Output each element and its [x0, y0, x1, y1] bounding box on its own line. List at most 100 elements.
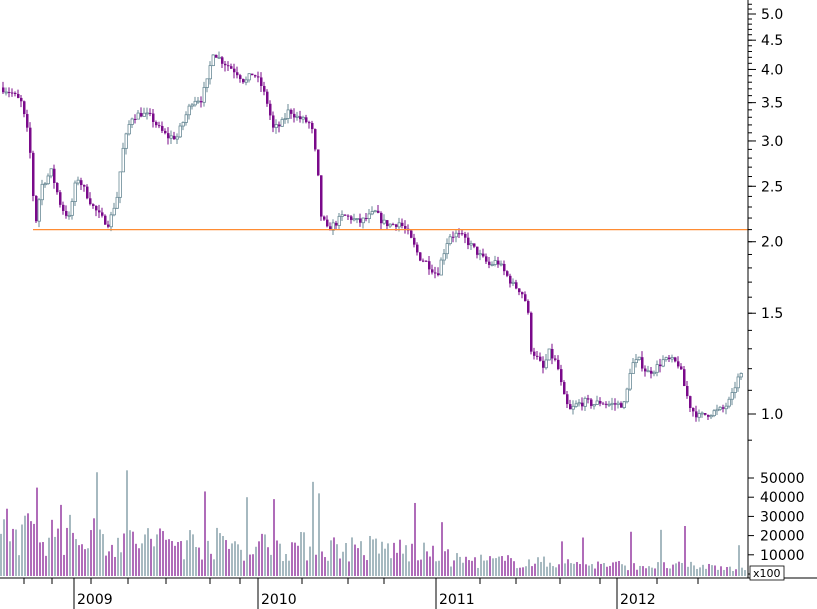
candle-up [499, 263, 503, 266]
candle-down [62, 204, 65, 211]
candle-down [359, 218, 362, 223]
candle-up [127, 124, 131, 135]
candle-down [167, 133, 170, 139]
candle-down [437, 273, 440, 276]
candle-up [67, 214, 71, 217]
candle-up [592, 404, 596, 407]
candle-down [149, 112, 152, 114]
candle-up [511, 281, 515, 284]
candle-down [140, 113, 143, 117]
candle-up [574, 403, 578, 407]
candle-down [230, 66, 233, 69]
candle-down [155, 121, 158, 126]
candle-down [581, 402, 584, 407]
candle-down [674, 357, 677, 362]
candle-up [202, 87, 206, 103]
candle-down [476, 246, 479, 255]
candle-up [115, 196, 119, 209]
candle-down [467, 237, 470, 246]
candle-up [664, 357, 668, 361]
candle-up [445, 243, 449, 255]
candle-up [244, 79, 248, 83]
candle-down [290, 109, 293, 114]
candle-up [439, 259, 443, 276]
candle-down [677, 361, 680, 367]
candle-down [641, 357, 644, 369]
candle-up [280, 119, 284, 127]
candle-up [37, 199, 41, 222]
candle-down [506, 271, 509, 276]
candle-down [560, 369, 563, 383]
candle-down [620, 403, 623, 408]
candle-down [644, 368, 647, 372]
candle-up [70, 201, 74, 216]
candle-down [380, 212, 383, 224]
candle-down [485, 256, 488, 262]
candle-down [56, 183, 59, 193]
candle-up [274, 124, 278, 129]
candle-up [397, 222, 401, 228]
candle-down [104, 215, 107, 225]
candle-down [539, 356, 542, 361]
candle-up [196, 100, 200, 103]
candle-up [352, 218, 356, 221]
candle-down [599, 400, 602, 404]
candle-down [509, 275, 512, 284]
candle-up [181, 122, 185, 127]
volume-tick-label: 40000 [760, 490, 805, 506]
volume-tick-label: 10000 [760, 548, 805, 564]
candle-down [458, 233, 461, 235]
candle-down [329, 226, 332, 231]
price-tick-label: 4.5 [761, 33, 783, 49]
price-tick-label: 3.0 [761, 134, 783, 150]
candle-down [566, 394, 569, 405]
candle-up [355, 218, 359, 220]
candle-up [724, 405, 728, 410]
candle-up [652, 371, 656, 375]
candle-down [410, 230, 413, 238]
candle-up [169, 135, 173, 139]
candle-down [686, 385, 689, 397]
candle-down [320, 175, 323, 217]
candle-down [605, 403, 608, 405]
candle-down [602, 403, 605, 405]
candle-up [718, 406, 722, 410]
candle-up [130, 118, 134, 125]
price-tick-label: 4.0 [761, 62, 783, 78]
candle-up [616, 402, 620, 405]
candle-down [590, 399, 593, 406]
candle-down [251, 73, 254, 76]
candle-up [727, 398, 731, 407]
candle-down [554, 358, 557, 360]
candle-down [689, 396, 692, 409]
candle-up [331, 222, 335, 231]
candle-up [211, 54, 215, 67]
candle-down [89, 198, 92, 205]
price-tick-label: 3.5 [761, 96, 783, 112]
candle-down [614, 403, 617, 405]
price-tick-label: 1.5 [761, 306, 783, 322]
candle-up [700, 412, 704, 415]
candle-up [118, 171, 122, 198]
candle-up [736, 376, 740, 389]
candle-down [308, 122, 311, 124]
year-label: 2010 [261, 592, 297, 608]
candle-down [350, 216, 353, 220]
candle-down [8, 92, 11, 94]
candle-up [634, 359, 638, 364]
price-tick-label: 5.0 [761, 7, 783, 23]
candle-up [712, 410, 716, 417]
candle-up [697, 413, 701, 418]
candle-down [92, 204, 95, 207]
candle-down [224, 63, 227, 66]
candle-up [622, 401, 626, 409]
candle-down [401, 222, 404, 226]
candle-down [404, 225, 407, 229]
candle-up [370, 211, 374, 215]
candle-down [161, 125, 164, 131]
candle-down [461, 233, 464, 235]
candle-up [295, 115, 299, 118]
candle-down [239, 75, 242, 79]
candle-down [557, 359, 560, 370]
candle-up [577, 402, 581, 405]
